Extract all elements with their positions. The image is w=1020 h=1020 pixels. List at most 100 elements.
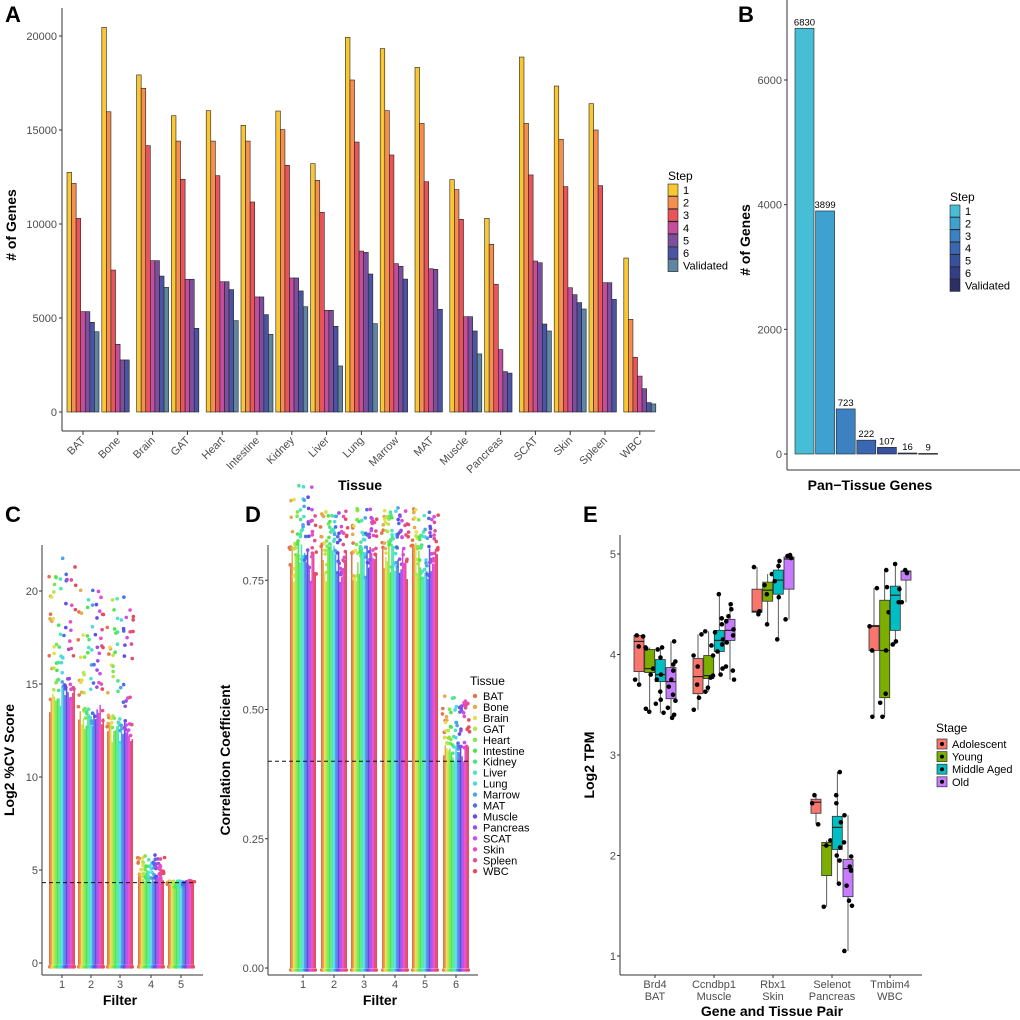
dense-points-intestine	[114, 730, 117, 965]
outlier-point	[417, 535, 421, 539]
outlier-point	[52, 582, 57, 587]
dense-points-bat	[412, 546, 414, 968]
y-tick-label: 10	[26, 772, 38, 784]
dense-points-bat	[138, 875, 140, 965]
outlier-point	[92, 662, 96, 667]
data-point	[870, 714, 875, 720]
data-point	[648, 672, 654, 677]
dense-points-mat	[458, 752, 460, 968]
outlier-point	[398, 514, 402, 519]
outlier-point	[365, 507, 369, 512]
outlier-point	[47, 653, 52, 658]
legend-key	[949, 241, 961, 255]
dense-points-heart	[144, 881, 146, 965]
data-point	[646, 709, 652, 715]
outlier-point	[428, 526, 433, 531]
dense-points-brain	[354, 579, 356, 968]
outlier-point	[69, 603, 74, 608]
bar-bat-step-1	[66, 172, 72, 413]
dense-points-scat	[187, 880, 190, 965]
legend-key	[472, 847, 478, 852]
data-point	[671, 639, 677, 644]
data-point	[643, 645, 648, 650]
bar-scat-step-1	[519, 56, 525, 413]
outlier-point	[111, 674, 115, 679]
dense-points-lung	[61, 686, 63, 965]
dense-points-muscle	[154, 876, 157, 965]
y-tick-label: 0.50	[243, 705, 264, 717]
outlier-point	[99, 682, 104, 686]
outlier-point	[409, 544, 414, 548]
legend-title: Step	[668, 169, 693, 183]
y-tick-label: 0	[51, 407, 57, 419]
data-point	[723, 619, 729, 624]
outlier-point	[424, 558, 428, 562]
bar-marrow-step-1	[379, 48, 386, 413]
x-tick-label: Liver	[306, 434, 332, 460]
outlier-point	[357, 519, 361, 524]
outlier-point	[396, 506, 400, 510]
outlier-point	[68, 682, 73, 687]
outlier-point	[49, 595, 54, 599]
bar-gat-step-6	[193, 328, 200, 413]
dense-points-skin	[433, 563, 435, 968]
legend-title: Tissue	[470, 674, 505, 688]
outlier-point	[345, 525, 350, 530]
x-tick-label: MAT	[412, 434, 437, 459]
data-point	[833, 792, 839, 798]
outlier-point	[298, 534, 303, 539]
bar-value-label: 6830	[794, 17, 815, 28]
outlier-point	[141, 871, 146, 876]
outlier-point	[124, 723, 129, 727]
dense-points-intestine	[450, 752, 453, 968]
data-point	[715, 649, 720, 654]
dense-points-wbc	[162, 880, 164, 965]
outlier-point	[69, 628, 73, 633]
outlier-point	[51, 616, 56, 621]
outlier-point	[301, 523, 305, 527]
dense-points-pancreas	[125, 732, 127, 965]
outlier-point	[140, 860, 145, 864]
bar-skin-step-5	[572, 294, 578, 413]
outlier-point	[440, 706, 445, 711]
legend-label: Kidney	[483, 757, 517, 769]
data-point	[632, 677, 638, 682]
outlier-point	[153, 853, 157, 857]
outlier-point	[428, 534, 433, 539]
outlier-point	[302, 498, 307, 502]
box-selenot-old	[842, 859, 854, 898]
outlier-point	[390, 528, 394, 533]
outlier-point	[290, 529, 295, 534]
outlier-point	[419, 543, 424, 547]
x-tick-label: 4	[148, 979, 154, 991]
outlier-point	[394, 509, 398, 514]
legend-key	[472, 781, 478, 786]
legend-label: GAT	[483, 724, 505, 736]
dense-points-brain	[81, 724, 83, 965]
data-point	[812, 792, 817, 798]
bar-pancreas-step-5	[502, 371, 508, 413]
dense-points-spleen	[190, 885, 193, 965]
outlier-point	[322, 541, 327, 545]
box-selenot-young	[821, 842, 833, 876]
dense-points-bone	[139, 876, 142, 965]
bar-liver-step-3	[319, 212, 325, 413]
dense-points-skin	[128, 735, 130, 965]
bar-heart-step-validated	[233, 320, 239, 413]
dense-points-skin	[464, 747, 466, 968]
dense-points-skin	[342, 567, 344, 968]
bar-muscle-step-2	[454, 189, 460, 413]
bar-heart-step-2	[210, 140, 216, 413]
dense-points-mat	[305, 562, 307, 968]
bar-spleen-step-4	[602, 282, 608, 413]
outlier-point	[323, 552, 328, 556]
outlier-point	[78, 655, 83, 660]
outlier-point	[352, 524, 356, 528]
outlier-point	[94, 602, 99, 607]
dense-points-skin	[311, 557, 313, 968]
outlier-point	[427, 516, 431, 521]
outlier-point	[118, 685, 123, 690]
legend-label: Young	[952, 752, 983, 764]
bar-brain-step-5	[154, 260, 160, 413]
outlier-point	[459, 704, 463, 709]
